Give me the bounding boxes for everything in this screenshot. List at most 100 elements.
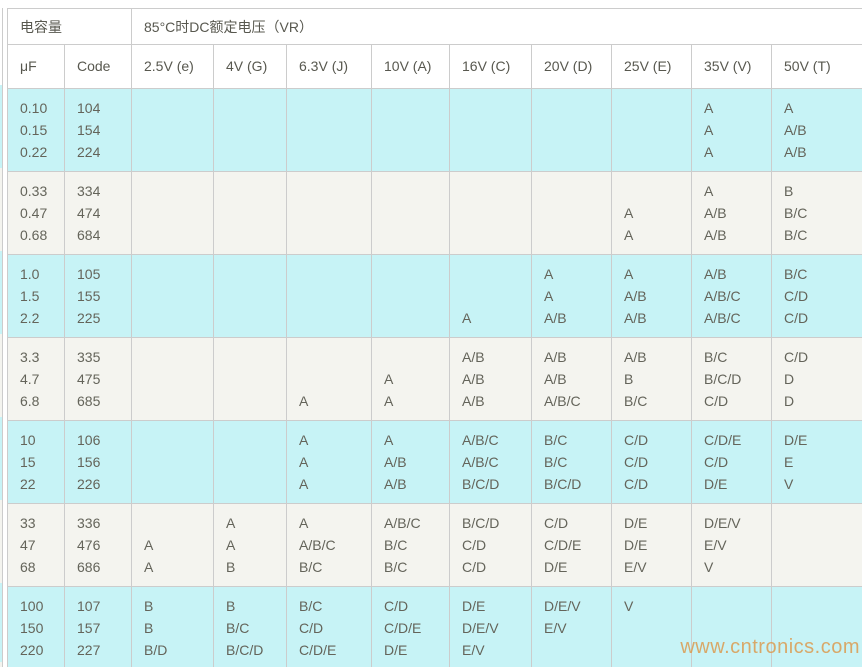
cell-line: B/C xyxy=(299,559,323,575)
cell-line xyxy=(384,97,445,119)
cell-line: B xyxy=(784,183,794,199)
cell-line xyxy=(299,224,367,246)
cell-line: C/D xyxy=(784,349,809,365)
cell-line: A xyxy=(384,393,394,409)
cell-line xyxy=(462,202,527,224)
table-cell: B B B/D xyxy=(131,586,214,667)
table-cell: D/E/V E/V V xyxy=(691,503,772,587)
cell-line: B/C xyxy=(544,454,568,470)
cell-line: V xyxy=(784,476,794,492)
cell-line: A/B xyxy=(704,227,727,243)
cell-line xyxy=(462,97,527,119)
cell-line xyxy=(299,141,367,163)
cell-line: C/D/E xyxy=(704,432,742,448)
cell-line: C/D xyxy=(384,598,409,614)
table-cell xyxy=(213,171,287,255)
cell-line: E xyxy=(784,454,794,470)
cell-line xyxy=(784,556,858,578)
cell-line: E/V xyxy=(544,620,567,636)
table-row: 10 15 22 106 156 226 A A A A A/B A/B A/B/C A/B/C B/C/D… xyxy=(7,420,862,504)
table-cell: 334 474 684 xyxy=(64,171,132,255)
table-column-header-row: μF Code 2.5V (e) 4V (G) 6.3V (J) 10V (A)… xyxy=(7,44,862,89)
edge-seg xyxy=(0,168,2,251)
cell-line: 1.0 xyxy=(20,266,40,282)
cell-line: A/B xyxy=(784,144,807,160)
cell-line: C/D xyxy=(784,310,809,326)
cell-line: A/B xyxy=(462,371,485,387)
table-cell xyxy=(131,420,214,504)
cell-line: A/B xyxy=(544,349,567,365)
cell-line xyxy=(384,285,445,307)
cell-line: 476 xyxy=(77,537,101,553)
cell-line: 684 xyxy=(77,227,101,243)
table-cell xyxy=(770,586,862,667)
cell-line: 685 xyxy=(77,393,101,409)
cell-line: B/C xyxy=(784,266,808,282)
table-cell xyxy=(213,337,287,421)
cell-line: 33 xyxy=(20,515,36,531)
cell-line: 0.22 xyxy=(20,144,48,160)
cell-line: B/C/D xyxy=(462,515,500,531)
col-header-16v: 16V (C) xyxy=(449,44,532,89)
cell-line: 334 xyxy=(77,183,101,199)
table-cell xyxy=(131,337,214,421)
cell-line: 474 xyxy=(77,205,101,221)
table-cell: 336 476 686 xyxy=(64,503,132,587)
table-cell xyxy=(371,88,450,172)
cell-line: A/B xyxy=(544,371,567,387)
table-cell xyxy=(371,171,450,255)
cell-line: B/C/D xyxy=(704,371,742,387)
table-cell: B B/C B/C xyxy=(770,171,862,255)
cell-line xyxy=(544,180,607,202)
table-cell xyxy=(531,88,612,172)
cell-line: C/D xyxy=(704,393,729,409)
cell-line xyxy=(384,119,445,141)
cell-line: 156 xyxy=(77,454,101,470)
table-cell: A A/B A/B xyxy=(371,420,450,504)
cell-line xyxy=(462,180,527,202)
cell-line xyxy=(226,368,282,390)
cell-line: A/B xyxy=(624,349,647,365)
cell-line xyxy=(384,263,445,285)
cell-line: E/V xyxy=(704,537,727,553)
col-header-50v: 50V (T) xyxy=(770,44,862,89)
cell-line: 107 xyxy=(77,598,101,614)
col-header-20v: 20V (D) xyxy=(531,44,612,89)
cell-line: 47 xyxy=(20,537,36,553)
cell-line xyxy=(144,346,209,368)
table-cell: B/C C/D C/D xyxy=(770,254,862,338)
table-cell: A A A/B xyxy=(531,254,612,338)
cell-line: A/B/C xyxy=(462,432,499,448)
table-cell: C/D D D xyxy=(770,337,862,421)
cell-line: C/D xyxy=(704,454,729,470)
cell-line: A xyxy=(624,205,634,221)
cell-line: 220 xyxy=(20,642,44,658)
table-cell: C/D C/D/E D/E xyxy=(371,586,450,667)
table-cell xyxy=(371,254,450,338)
cell-line xyxy=(462,141,527,163)
cell-line: C/D/E xyxy=(544,537,582,553)
cell-line xyxy=(704,595,767,617)
table-cell: C/D/E C/D D/E xyxy=(691,420,772,504)
cell-line: 2.2 xyxy=(20,310,40,326)
cell-line: A xyxy=(704,100,714,116)
cell-line: D/E/V xyxy=(462,620,499,636)
table-cell: C/D C/D/E D/E xyxy=(531,503,612,587)
cell-line: C/D xyxy=(299,620,324,636)
cropped-left-edge xyxy=(0,8,3,667)
table-cell xyxy=(286,88,372,172)
cell-line xyxy=(226,390,282,412)
cell-line xyxy=(624,180,687,202)
col-header-code: Code xyxy=(64,44,132,89)
col-header-10v: 10V (A) xyxy=(371,44,450,89)
cell-line: B/C xyxy=(784,227,808,243)
table-body: 0.10 0.15 0.22 104 154 224 A A A A A/B A/B 0.33 0.47 0… xyxy=(7,88,862,667)
cell-line: 157 xyxy=(77,620,101,636)
cell-line xyxy=(226,346,282,368)
edge-seg xyxy=(0,662,2,667)
cell-line: A xyxy=(226,537,236,553)
cell-line: V xyxy=(624,598,634,614)
cell-line: A xyxy=(624,266,634,282)
